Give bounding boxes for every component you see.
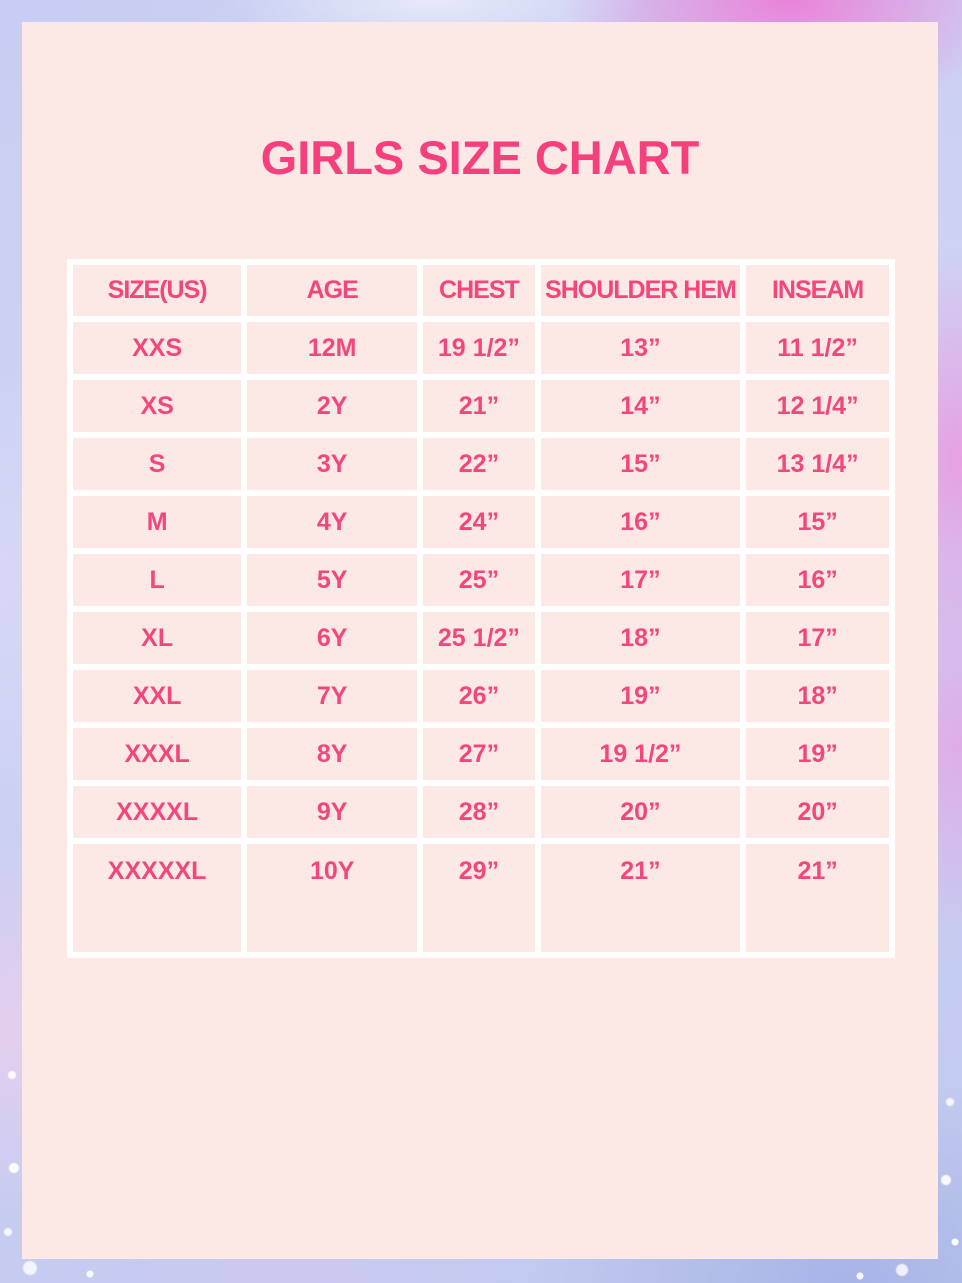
cell: 26”	[420, 667, 538, 725]
table-row: XXXXL 9Y 28” 20” 20”	[70, 783, 892, 841]
size-cell: XXXXXL	[70, 841, 245, 955]
cell: 21”	[537, 841, 744, 955]
table-row: XL 6Y 25 1/2” 18” 17”	[70, 609, 892, 667]
header-cell-inseam: INSEAM	[743, 262, 892, 319]
size-cell: XL	[70, 609, 245, 667]
cell: 19 1/2”	[537, 725, 744, 783]
header-row: SIZE(US) AGE CHEST SHOULDER HEM INSEAM	[70, 262, 892, 319]
cell: 2Y	[244, 377, 421, 435]
table-row: M 4Y 24” 16” 15”	[70, 493, 892, 551]
size-cell: L	[70, 551, 245, 609]
cell: 16”	[537, 493, 744, 551]
size-chart-panel: GIRLS SIZE CHART SIZE(US) AGE CHEST SHOULDE…	[22, 22, 938, 1259]
cell: 21”	[420, 377, 538, 435]
size-cell: XXXXL	[70, 783, 245, 841]
cell: 7Y	[244, 667, 421, 725]
cell: 17”	[743, 609, 892, 667]
header-cell-age: AGE	[244, 262, 421, 319]
size-cell: XXXL	[70, 725, 245, 783]
table-body: XXS 12M 19 1/2” 13” 11 1/2” XS 2Y 21” 14” 12 1/4”…	[70, 319, 892, 955]
cell: 17”	[537, 551, 744, 609]
size-cell: M	[70, 493, 245, 551]
size-cell: XXS	[70, 319, 245, 377]
cell: 18”	[537, 609, 744, 667]
size-cell: S	[70, 435, 245, 493]
cell: 19 1/2”	[420, 319, 538, 377]
cell: 20”	[537, 783, 744, 841]
cell: 15”	[743, 493, 892, 551]
table-row: XS 2Y 21” 14” 12 1/4”	[70, 377, 892, 435]
size-cell: XXL	[70, 667, 245, 725]
cell: 16”	[743, 551, 892, 609]
table-row: XXL 7Y 26” 19” 18”	[70, 667, 892, 725]
cell: 11 1/2”	[743, 319, 892, 377]
cell: 3Y	[244, 435, 421, 493]
cell: 14”	[537, 377, 744, 435]
cell: 19”	[743, 725, 892, 783]
cell: 22”	[420, 435, 538, 493]
header-cell-size-us: SIZE(US)	[70, 262, 245, 319]
cell: 19”	[537, 667, 744, 725]
cell: 28”	[420, 783, 538, 841]
cell: 6Y	[244, 609, 421, 667]
table-row: XXXL 8Y 27” 19 1/2” 19”	[70, 725, 892, 783]
cell: 27”	[420, 725, 538, 783]
cell: 21”	[743, 841, 892, 955]
cell: 9Y	[244, 783, 421, 841]
cell: 20”	[743, 783, 892, 841]
header-cell-chest: CHEST	[420, 262, 538, 319]
cell: 5Y	[244, 551, 421, 609]
cell: 4Y	[244, 493, 421, 551]
cell: 13 1/4”	[743, 435, 892, 493]
page-title: GIRLS SIZE CHART	[260, 131, 700, 184]
cell: 12M	[244, 319, 421, 377]
cell: 10Y	[244, 841, 421, 955]
header-cell-shoulder-hem: SHOULDER HEM	[537, 262, 744, 319]
cell: 12 1/4”	[743, 377, 892, 435]
cell: 13”	[537, 319, 744, 377]
table-row: XXXXXL 10Y 29” 21” 21”	[70, 841, 892, 955]
cell: 25”	[420, 551, 538, 609]
cell: 24”	[420, 493, 538, 551]
table-row: S 3Y 22” 15” 13 1/4”	[70, 435, 892, 493]
cell: 8Y	[244, 725, 421, 783]
size-chart-table: SIZE(US) AGE CHEST SHOULDER HEM INSEAM XXS 12…	[67, 259, 895, 958]
cell: 25 1/2”	[420, 609, 538, 667]
cell: 29”	[420, 841, 538, 955]
table-row: L 5Y 25” 17” 16”	[70, 551, 892, 609]
cell: 18”	[743, 667, 892, 725]
cell: 15”	[537, 435, 744, 493]
size-cell: XS	[70, 377, 245, 435]
table-row: XXS 12M 19 1/2” 13” 11 1/2”	[70, 319, 892, 377]
